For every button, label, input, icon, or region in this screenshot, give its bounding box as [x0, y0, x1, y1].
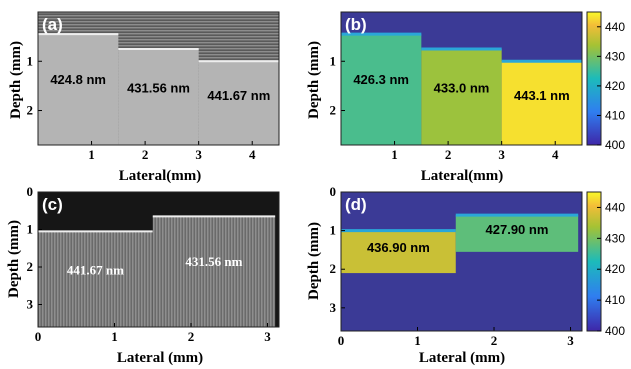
x-tick-label: 0 [338, 333, 345, 348]
x-tick-label: 1 [111, 329, 118, 344]
x-tick-label: 1 [414, 333, 421, 348]
segment-region [455, 215, 579, 252]
colorbar-tick-label: 440 [605, 20, 625, 34]
x-tick-label: 4 [249, 147, 256, 162]
segment-region [421, 48, 502, 145]
segment-label: 441.67 nm [67, 263, 124, 278]
panel-c-ylabel: Depth (mm) [6, 220, 22, 298]
panel-b-label: (b) [345, 15, 367, 34]
panel-d-plot: 436.90 nm 427.90 nm 0 1 2 3 0 1 2 3 [330, 184, 582, 348]
panel-d-frame [340, 191, 583, 332]
colorbar-tick-label: 420 [605, 79, 625, 93]
panel-c-plot: 441.67 nm 431.56 nm 0 1 2 3 0 1 2 3 [27, 184, 279, 344]
panel-d-colorbar-ticks: 440 430 420 410 400 [597, 200, 625, 338]
x-tick-label: 4 [552, 147, 559, 162]
segment-label: 431.56 nm [127, 81, 190, 96]
panel-b-colorbar-ticks: 440 430 420 410 400 [597, 20, 625, 152]
x-tick-label: 2 [188, 329, 195, 344]
panel-d-ylabel: Depth (mm) [306, 222, 322, 300]
panel-c-xlabel: Lateral (mm) [117, 350, 203, 366]
segment-label: 436.90 nm [367, 240, 430, 255]
y-tick-label: 1 [27, 53, 34, 68]
x-tick-label: 1 [391, 147, 398, 162]
x-tick-label: 3 [195, 147, 202, 162]
panel-b: 426.3 nm 433.0 nm 443.1 nm 1 2 3 4 1 2 (b) Later… [306, 11, 625, 184]
y-tick-label: 2 [27, 259, 34, 274]
panel-a: 424.8 nm 431.56 nm 441.67 nm 1 2 3 4 1 2 (a) Lat… [8, 11, 280, 184]
x-tick-label: 3 [498, 147, 505, 162]
segment-label: 424.8 nm [50, 72, 106, 87]
segment-region [118, 48, 199, 145]
panel-d: 436.90 nm 427.90 nm 0 1 2 3 0 1 2 3 (d) Lateral (… [306, 184, 625, 366]
y-tick-label: 2 [330, 261, 337, 276]
panel-a-xlabel: Lateral(mm) [119, 168, 201, 184]
segment-region [38, 34, 119, 145]
panel-a-ylabel: Depth (mm) [8, 41, 24, 119]
segment-label: 441.67 nm [207, 88, 270, 103]
colorbar-tick-label: 410 [605, 108, 625, 122]
colorbar-tick-label: 440 [605, 200, 625, 214]
segment-label: 427.90 nm [486, 222, 549, 237]
segment-region [341, 34, 422, 145]
panel-b-frame [340, 11, 583, 146]
panel-b-plot: 426.3 nm 433.0 nm 443.1 nm 1 2 3 4 1 2 [330, 12, 582, 162]
segment-region [38, 231, 153, 327]
colorbar-tick-label: 400 [605, 324, 625, 338]
panel-d-colorbar [586, 191, 602, 332]
colorbar-tick-label: 430 [605, 231, 625, 245]
panel-b-xlabel: Lateral(mm) [421, 168, 503, 184]
y-tick-label: 0 [330, 184, 337, 199]
y-tick-label: 1 [330, 53, 337, 68]
segment-label: 431.56 nm [185, 254, 242, 269]
y-tick-label: 3 [330, 300, 337, 315]
y-tick-label: 3 [27, 297, 34, 312]
x-tick-label: 0 [35, 329, 42, 344]
segment-label: 443.1 nm [514, 88, 570, 103]
panel-a-frame [37, 11, 280, 146]
panel-b-ylabel: Depth (mm) [306, 41, 322, 119]
panel-c: 441.67 nm 431.56 nm 0 1 2 3 0 1 2 3 (c) Lateral (… [6, 184, 280, 366]
panel-b-colorbar [586, 11, 602, 146]
x-tick-label: 3 [264, 329, 271, 344]
colorbar-tick-label: 420 [605, 262, 625, 276]
x-tick-label: 3 [567, 333, 574, 348]
y-tick-label: 2 [330, 103, 337, 118]
panel-a-label: (a) [42, 15, 63, 34]
segment-region [341, 230, 456, 274]
panel-c-frame [37, 191, 280, 328]
x-tick-label: 2 [491, 333, 498, 348]
x-tick-label: 2 [142, 147, 149, 162]
segment-region [198, 61, 279, 145]
x-tick-label: 2 [445, 147, 452, 162]
y-tick-label: 0 [27, 184, 34, 199]
segment-region [152, 216, 276, 327]
segment-label: 433.0 nm [434, 81, 490, 96]
panel-a-plot: 424.8 nm 431.56 nm 441.67 nm 1 2 3 4 1 2 [27, 12, 279, 162]
y-tick-label: 2 [27, 103, 34, 118]
y-tick-label: 1 [330, 223, 337, 238]
y-tick-label: 1 [27, 222, 34, 237]
segment-label: 426.3 nm [353, 72, 409, 87]
panel-d-xlabel: Lateral (mm) [419, 350, 505, 366]
colorbar-tick-label: 400 [605, 138, 625, 152]
panel-c-label: (c) [42, 195, 63, 214]
panel-d-label: (d) [345, 195, 367, 214]
segment-region [501, 61, 582, 145]
colorbar-tick-label: 410 [605, 293, 625, 307]
x-tick-label: 1 [88, 147, 95, 162]
colorbar-tick-label: 430 [605, 49, 625, 63]
